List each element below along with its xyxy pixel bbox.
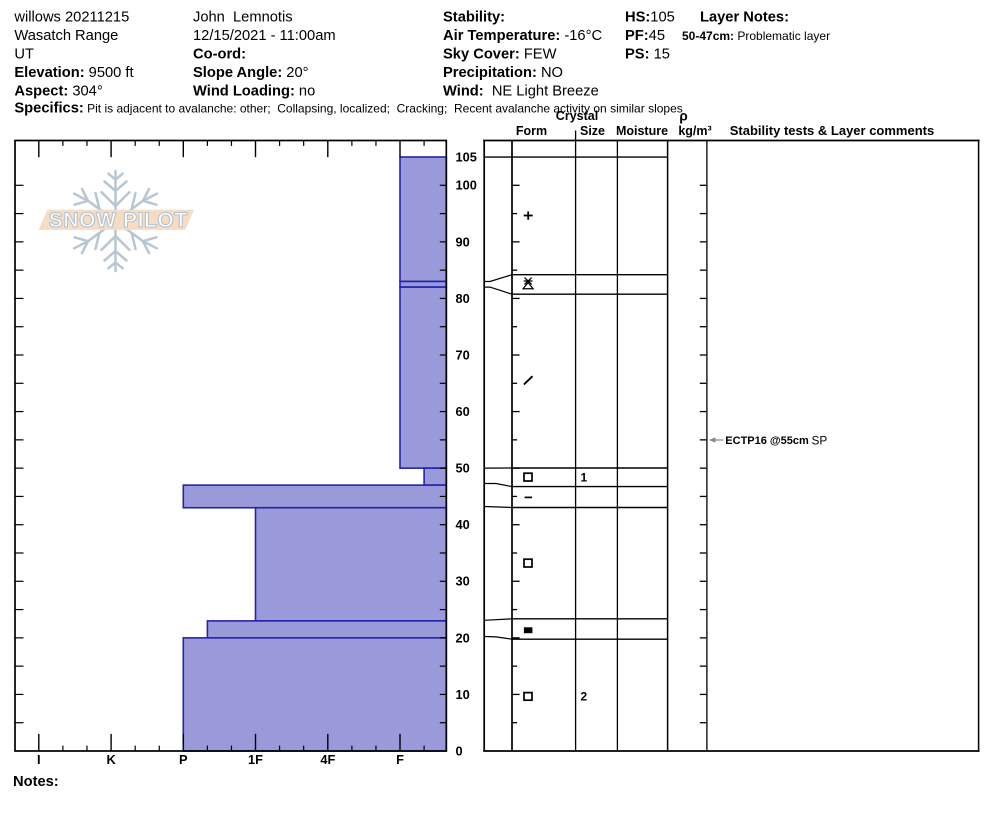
svg-text:2: 2 — [581, 689, 588, 703]
svg-text:Specifics: Pit is adjacent to: Specifics: Pit is adjacent to avalanche:… — [14, 100, 682, 116]
svg-text:kg/m³: kg/m³ — [678, 124, 711, 138]
svg-text:Stability tests & Layer commen: Stability tests & Layer comments — [730, 123, 934, 138]
svg-text:Stability:: Stability: — [443, 9, 505, 25]
svg-text:ρ: ρ — [679, 109, 687, 124]
svg-text:100: 100 — [456, 178, 477, 193]
svg-text:Precipitation: NO: Precipitation: NO — [443, 65, 563, 81]
svg-text:50: 50 — [456, 461, 470, 476]
svg-text:Wasatch Range: Wasatch Range — [14, 28, 118, 44]
svg-text:30: 30 — [456, 574, 470, 589]
svg-text:willows 20211215: willows 20211215 — [13, 9, 129, 25]
svg-text:12/15/2021 - 11:00am: 12/15/2021 - 11:00am — [193, 28, 336, 44]
svg-text:90: 90 — [456, 234, 470, 249]
svg-text:UT: UT — [14, 46, 34, 62]
svg-text:Size: Size — [580, 124, 605, 138]
svg-text:Notes:: Notes: — [13, 774, 59, 790]
svg-text:Co-ord:: Co-ord: — [193, 46, 246, 62]
svg-text:70: 70 — [456, 347, 470, 362]
svg-text:Form: Form — [516, 124, 547, 138]
svg-text:F: F — [396, 752, 404, 767]
svg-text:K: K — [106, 752, 116, 767]
svg-text:PF:45: PF:45 — [625, 28, 665, 44]
svg-text:105: 105 — [456, 149, 477, 164]
svg-text:I: I — [37, 752, 41, 767]
svg-text:10: 10 — [456, 687, 470, 702]
svg-text:20: 20 — [456, 630, 470, 645]
svg-text:4F: 4F — [320, 752, 335, 767]
svg-text:1F: 1F — [248, 752, 263, 767]
svg-text:40: 40 — [456, 517, 470, 532]
svg-text:Layer Notes:: Layer Notes: — [700, 9, 789, 25]
svg-text:Air Temperature: -16°C: Air Temperature: -16°C — [443, 28, 602, 44]
svg-text:Crystal: Crystal — [556, 109, 598, 123]
svg-text:John Lemnotis: John Lemnotis — [193, 9, 293, 25]
svg-text:ECTP16 @55cm: ECTP16 @55cm — [725, 435, 809, 447]
svg-text:PS: 15: PS: 15 — [625, 46, 670, 62]
svg-text:0: 0 — [456, 743, 463, 758]
svg-text:50-47cm: Problematic layer: 50-47cm: Problematic layer — [682, 29, 830, 43]
svg-text:Wind Loading: no: Wind Loading: no — [193, 83, 315, 99]
svg-text:SNOW PILOT: SNOW PILOT — [49, 209, 188, 232]
svg-text:Wind: NE Light Breeze: Wind: NE Light Breeze — [443, 83, 599, 99]
svg-text:Aspect: 304°: Aspect: 304° — [14, 83, 102, 99]
svg-text:SP: SP — [812, 433, 828, 447]
svg-text:HS:105: HS:105 — [625, 9, 675, 25]
svg-text:1: 1 — [581, 471, 588, 485]
svg-text:60: 60 — [456, 404, 470, 419]
svg-text:P: P — [179, 752, 188, 767]
svg-text:80: 80 — [456, 291, 470, 306]
svg-text:Elevation: 9500 ft: Elevation: 9500 ft — [14, 65, 133, 81]
svg-text:Sky Cover: FEW: Sky Cover: FEW — [443, 46, 557, 62]
svg-text:Slope Angle: 20°: Slope Angle: 20° — [193, 65, 309, 81]
svg-text:Moisture: Moisture — [616, 124, 668, 138]
